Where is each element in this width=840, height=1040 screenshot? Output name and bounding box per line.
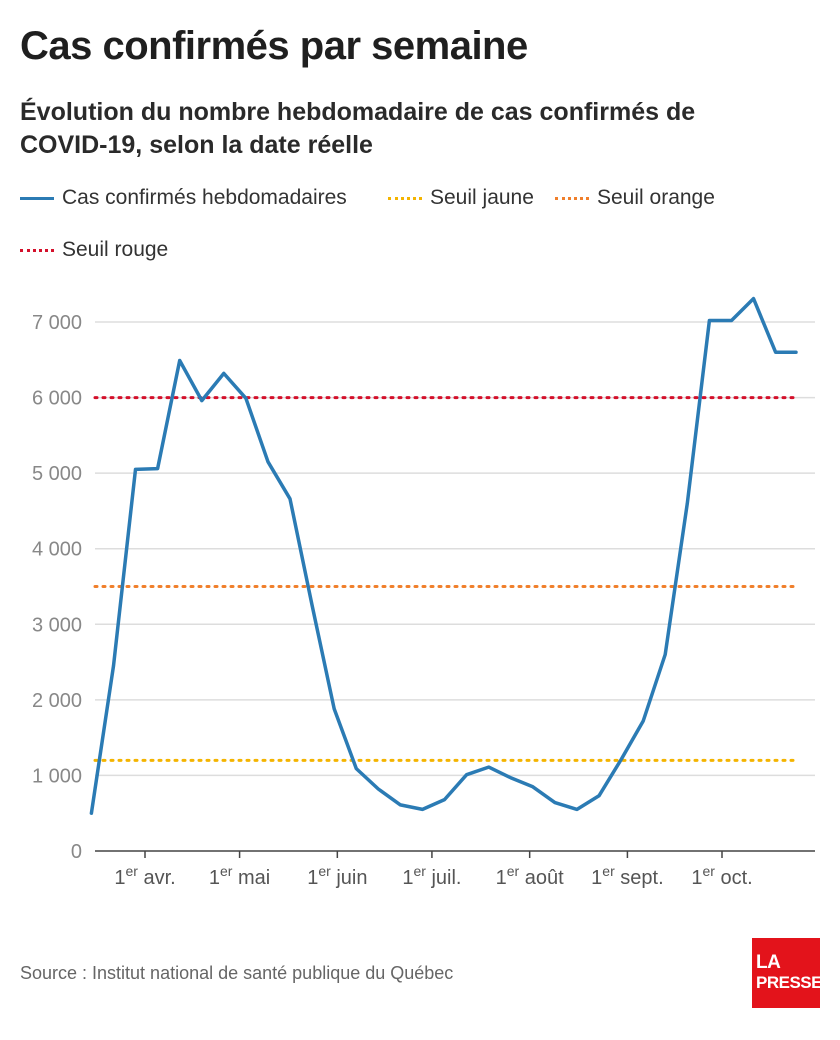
x-tick-label-3: 1er juil. bbox=[402, 863, 461, 889]
x-tick-label-6: 1er oct. bbox=[691, 863, 752, 889]
legend-label-orange: Seuil orange bbox=[597, 186, 715, 209]
x-tick-label-5: 1er sept. bbox=[591, 863, 664, 889]
legend-label-yellow: Seuil jaune bbox=[430, 186, 534, 209]
x-tick-label-2: 1er juin bbox=[307, 863, 367, 889]
series-line-cases bbox=[89, 296, 798, 815]
y-tick-label-1000: 1 000 bbox=[32, 765, 82, 787]
y-tick-label-4000: 4 000 bbox=[32, 539, 82, 561]
x-tick-label-0: 1er avr. bbox=[114, 863, 175, 889]
y-tick-label-3000: 3 000 bbox=[32, 614, 82, 636]
legend-label-red: Seuil rouge bbox=[62, 238, 169, 261]
y-tick-label-5000: 5 000 bbox=[32, 463, 82, 485]
legend-swatch-red bbox=[20, 248, 54, 252]
chart-subtitle: Évolution du nombre hebdomadaire de cas … bbox=[20, 98, 696, 159]
legend-swatch-yellow bbox=[388, 196, 422, 200]
y-tick-label-2000: 2 000 bbox=[32, 690, 82, 712]
chart-title: Cas confirmés par semaine bbox=[20, 24, 528, 68]
legend-label-cases: Cas confirmés hebdomadaires bbox=[62, 186, 347, 209]
legend-item-cases: Cas confirmés hebdomadaires bbox=[20, 186, 347, 210]
legend-item-red: Seuil rouge bbox=[20, 238, 168, 262]
legend-swatch-orange bbox=[555, 196, 589, 200]
y-tick-label-6000: 6 000 bbox=[32, 388, 82, 410]
logo-line-2: PRESSE bbox=[756, 973, 822, 992]
legend-item-orange: Seuil orange bbox=[555, 186, 715, 210]
source-note: Source : Institut national de santé publ… bbox=[20, 963, 454, 983]
line-chart: 0 1 000 2 000 3 000 4 000 5 000 6 000 7 000 1er … bbox=[32, 296, 815, 889]
y-tick-label-0: 0 bbox=[71, 841, 82, 863]
x-tick-label-4: 1er août bbox=[496, 863, 565, 889]
y-tick-label-7000: 7 000 bbox=[32, 312, 82, 334]
legend-item-yellow: Seuil jaune bbox=[388, 186, 534, 210]
legend-swatch-cases bbox=[20, 196, 54, 200]
la-presse-logo: LA PRESSE bbox=[752, 938, 822, 1008]
logo-line-1: LA bbox=[756, 952, 781, 973]
x-tick-label-1: 1er mai bbox=[209, 863, 270, 889]
